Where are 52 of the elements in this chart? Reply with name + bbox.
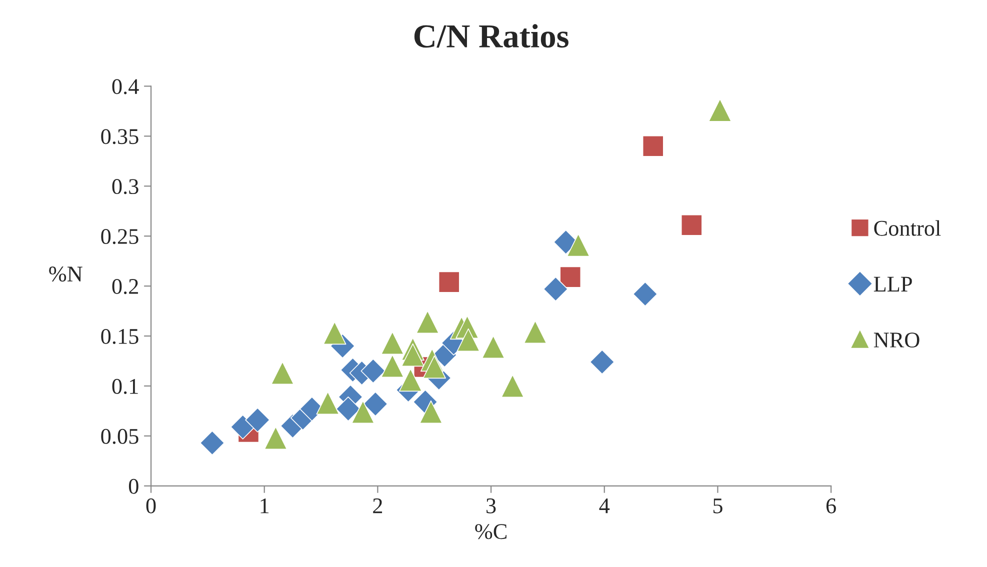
point	[590, 350, 615, 374]
point	[419, 400, 443, 424]
point	[336, 396, 361, 422]
point	[524, 320, 547, 344]
x-tick-label: 4	[599, 498, 610, 514]
point	[632, 282, 658, 306]
y-tick-label: 0	[128, 478, 138, 494]
y-tick-label: 0.4	[112, 79, 139, 94]
point	[362, 392, 388, 416]
point	[245, 408, 270, 432]
legend-label: LLP	[874, 276, 912, 292]
y-tick-label: 0.3	[112, 179, 138, 194]
point	[500, 374, 524, 398]
x-tick-label: 1	[260, 498, 269, 514]
point	[482, 335, 505, 359]
x-tick-label: 0	[146, 498, 156, 514]
point	[380, 354, 404, 378]
chart-title: C/N Ratios	[414, 24, 568, 48]
point	[416, 310, 440, 334]
point	[642, 135, 664, 157]
x-axis-title: %C	[475, 524, 506, 540]
point	[543, 276, 568, 302]
point	[566, 233, 590, 257]
y-tick-label: 0.15	[101, 328, 138, 344]
x-tick-label: 2	[373, 498, 382, 514]
x-tick-label: 5	[713, 498, 722, 514]
point	[438, 271, 460, 293]
point	[456, 328, 480, 352]
point	[360, 358, 386, 384]
point	[316, 391, 340, 415]
point	[270, 361, 294, 385]
y-tick-label: 0.2	[112, 278, 138, 294]
point	[351, 400, 375, 424]
x-tick-label: 6	[826, 498, 836, 514]
y-tick-label: 0.05	[101, 428, 138, 444]
point	[422, 355, 446, 379]
y-tick-label: 0.1	[112, 378, 138, 394]
point	[401, 343, 424, 367]
point	[200, 430, 225, 456]
y-tick-label: 0.25	[101, 229, 138, 244]
x-tick-label: 3	[486, 498, 496, 514]
point	[323, 321, 346, 345]
point	[264, 426, 288, 450]
point	[398, 368, 422, 392]
point	[680, 214, 702, 236]
y-tick-label: 0.35	[101, 129, 138, 144]
point	[708, 98, 732, 122]
point	[380, 331, 404, 355]
legend-label: Control	[874, 220, 941, 236]
point	[560, 266, 582, 288]
legend-label: NRO	[874, 332, 920, 348]
y-axis-title: %N	[49, 266, 82, 282]
